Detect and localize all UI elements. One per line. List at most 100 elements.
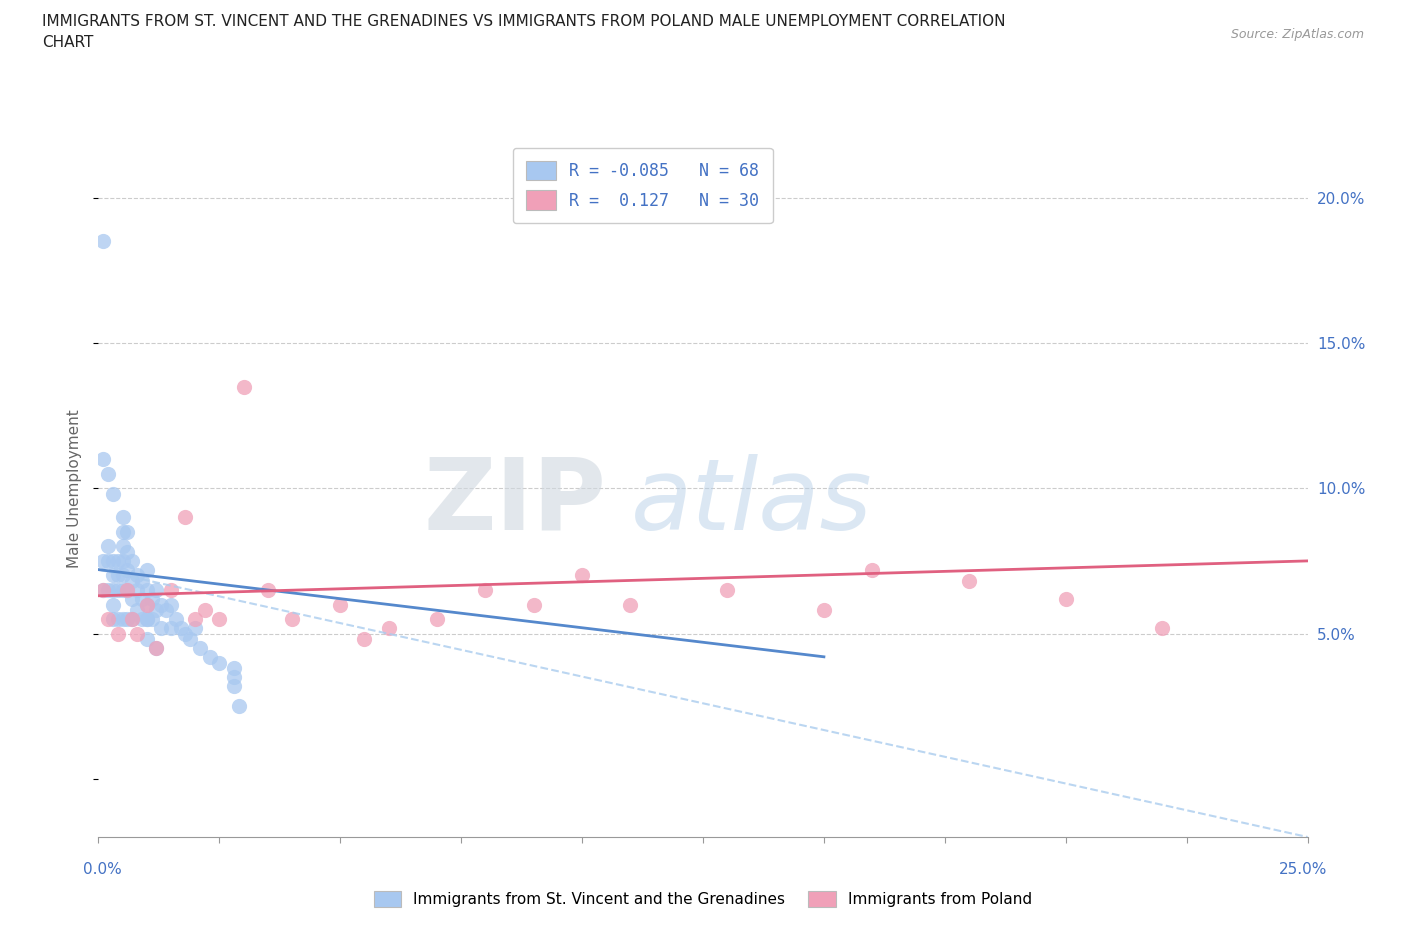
Point: [121, 574, 143, 589]
Point: [222, 679, 245, 694]
Point: [179, 632, 201, 647]
Point: [135, 562, 157, 577]
Point: [619, 597, 641, 612]
Point: [117, 582, 139, 597]
Point: [121, 612, 143, 627]
Point: [716, 582, 738, 597]
Text: 25.0%: 25.0%: [1279, 862, 1327, 877]
Point: [174, 510, 197, 525]
Point: [117, 582, 139, 597]
Text: CHART: CHART: [42, 35, 94, 50]
Text: atlas: atlas: [630, 454, 872, 551]
Point: [813, 603, 835, 618]
Point: [111, 582, 134, 597]
Point: [198, 649, 221, 664]
Point: [117, 525, 139, 539]
Point: [222, 670, 245, 684]
Point: [957, 574, 980, 589]
Point: [377, 620, 399, 635]
Point: [121, 591, 143, 606]
Point: [1054, 591, 1077, 606]
Point: [117, 545, 139, 560]
Point: [91, 452, 114, 467]
Text: Source: ZipAtlas.com: Source: ZipAtlas.com: [1230, 28, 1364, 41]
Point: [131, 591, 153, 606]
Point: [101, 612, 124, 627]
Point: [101, 486, 124, 501]
Point: [127, 626, 149, 641]
Point: [101, 582, 124, 597]
Point: [101, 568, 124, 583]
Point: [194, 603, 217, 618]
Point: [222, 661, 245, 676]
Point: [121, 553, 143, 568]
Point: [353, 632, 375, 647]
Point: [145, 582, 167, 597]
Point: [135, 612, 157, 627]
Point: [208, 656, 231, 671]
Point: [169, 620, 191, 635]
Point: [107, 568, 129, 583]
Point: [135, 597, 157, 612]
Point: [135, 597, 157, 612]
Point: [160, 582, 183, 597]
Point: [281, 612, 304, 627]
Point: [145, 603, 167, 618]
Text: ZIP: ZIP: [423, 454, 606, 551]
Point: [117, 612, 139, 627]
Point: [91, 233, 114, 248]
Point: [165, 612, 187, 627]
Point: [1152, 620, 1174, 635]
Point: [107, 553, 129, 568]
Point: [135, 612, 157, 627]
Point: [145, 641, 167, 656]
Legend: R = -0.085   N = 68, R =  0.127   N = 30: R = -0.085 N = 68, R = 0.127 N = 30: [513, 148, 772, 223]
Point: [107, 626, 129, 641]
Point: [426, 612, 449, 627]
Point: [208, 612, 231, 627]
Point: [145, 641, 167, 656]
Point: [188, 641, 211, 656]
Point: [232, 379, 254, 394]
Point: [97, 539, 120, 554]
Point: [97, 466, 120, 481]
Point: [121, 612, 143, 627]
Point: [111, 568, 134, 583]
Point: [256, 582, 278, 597]
Point: [135, 582, 157, 597]
Point: [107, 582, 129, 597]
Point: [117, 562, 139, 577]
Point: [97, 612, 120, 627]
Point: [150, 620, 173, 635]
Point: [101, 553, 124, 568]
Point: [141, 612, 163, 627]
Point: [174, 626, 197, 641]
Point: [184, 620, 207, 635]
Point: [127, 582, 149, 597]
Point: [141, 591, 163, 606]
Legend: Immigrants from St. Vincent and the Grenadines, Immigrants from Poland: Immigrants from St. Vincent and the Gren…: [367, 884, 1039, 913]
Point: [228, 698, 250, 713]
Point: [571, 568, 593, 583]
Point: [97, 582, 120, 597]
Point: [111, 612, 134, 627]
Point: [155, 603, 177, 618]
Point: [91, 582, 114, 597]
Point: [131, 612, 153, 627]
Point: [111, 510, 134, 525]
Point: [127, 603, 149, 618]
Point: [150, 597, 173, 612]
Point: [160, 620, 183, 635]
Point: [127, 568, 149, 583]
Point: [107, 612, 129, 627]
Point: [135, 632, 157, 647]
Point: [523, 597, 546, 612]
Point: [111, 539, 134, 554]
Point: [160, 597, 183, 612]
Point: [474, 582, 496, 597]
Point: [860, 562, 883, 577]
Point: [111, 525, 134, 539]
Point: [101, 597, 124, 612]
Y-axis label: Male Unemployment: Male Unemployment: [67, 409, 83, 567]
Text: 0.0%: 0.0%: [83, 862, 122, 877]
